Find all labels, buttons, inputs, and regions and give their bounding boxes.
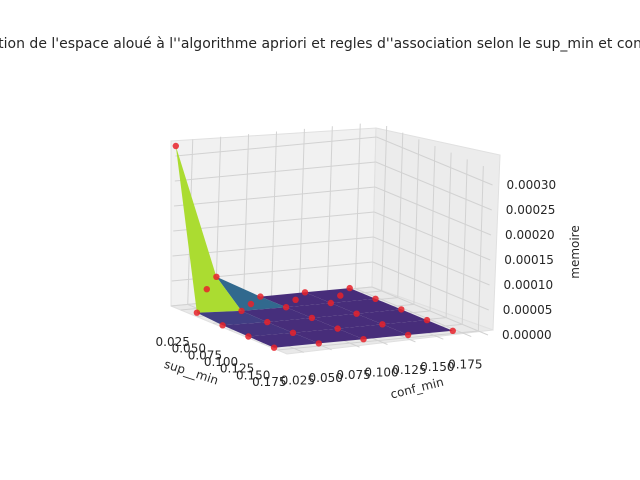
z-tick-label: 0.00000 <box>502 328 552 342</box>
x-tick-label: 0.125 <box>220 362 254 376</box>
grid-line-side-z <box>374 211 491 261</box>
grid-line-side-z <box>374 186 492 236</box>
grid-line-side-x <box>429 145 436 312</box>
data-point <box>334 325 341 332</box>
z-tick-label: 0.00030 <box>507 178 557 192</box>
z-tick-label: 0.00020 <box>505 228 555 242</box>
y-tick-label: 0.100 <box>364 366 398 380</box>
data-point <box>308 314 316 322</box>
data-point <box>372 295 379 302</box>
x-tick-label: 0.175 <box>252 375 286 389</box>
data-point <box>172 142 179 150</box>
data-point <box>360 336 367 343</box>
grid-line-wall-z <box>173 211 375 232</box>
data-point <box>264 318 271 326</box>
grid-line-wall-y <box>326 126 333 292</box>
data-point <box>245 333 252 340</box>
data-point <box>203 286 210 293</box>
surface-patch <box>222 322 293 337</box>
tick-labels: 0.0250.0500.0750.1000.1250.1500.1750.025… <box>156 178 557 389</box>
surface-patch <box>293 328 364 344</box>
data-point <box>301 289 309 296</box>
z-tick-label: 0.00010 <box>504 278 554 292</box>
grid-line-side-z <box>373 236 490 286</box>
data-point <box>379 321 386 328</box>
y-tick-label: 0.050 <box>309 371 343 385</box>
grid-line-side-x <box>461 159 468 325</box>
grid-line-side-z <box>376 136 493 186</box>
data-point <box>449 327 456 334</box>
x-tick-label: 0.025 <box>156 335 190 349</box>
y-tick-label: 0.025 <box>281 373 315 387</box>
grid-line-side-z <box>375 161 492 211</box>
data-points <box>172 142 456 351</box>
x-tick-label: 0.150 <box>236 368 270 382</box>
data-point <box>219 322 226 329</box>
y-tick-label: 0.175 <box>448 358 482 372</box>
grid-line-side-z <box>371 286 489 336</box>
chart-title: Evolution de l'espace aloué à l''algorit… <box>0 36 640 52</box>
y-tick-label: 0.125 <box>392 363 426 377</box>
data-point <box>289 329 297 336</box>
data-point <box>353 310 360 317</box>
data-point <box>213 273 220 280</box>
y-tick-label: 0.150 <box>420 360 454 374</box>
grid-line-side-x <box>397 132 404 298</box>
grid-line-wall-z <box>173 186 376 207</box>
x-tick-label: 0.100 <box>204 355 238 369</box>
data-point <box>327 299 334 307</box>
grid-line-wall-z <box>175 136 377 157</box>
grid-line-wall-y <box>271 131 277 297</box>
surface-patch <box>382 320 453 335</box>
surface-patch <box>175 146 242 313</box>
grid-line-side-x <box>445 152 452 318</box>
grid-line-wall-y <box>354 123 361 289</box>
data-point <box>398 306 405 313</box>
data-point <box>346 284 353 292</box>
data-point <box>292 296 299 303</box>
surface-patch <box>216 276 287 311</box>
surface <box>175 146 453 348</box>
grid-line-side-x <box>477 165 484 332</box>
surface-patch <box>356 309 427 325</box>
data-point <box>315 340 322 347</box>
data-point <box>238 307 245 315</box>
data-point <box>193 309 201 316</box>
x-tick-label: 0.075 <box>188 348 222 362</box>
surface-patch <box>248 332 319 348</box>
surface-patch <box>330 298 402 314</box>
surface-patch <box>286 303 357 318</box>
grid-line-side-x <box>381 125 388 292</box>
data-point <box>282 304 290 311</box>
surface-patch <box>241 307 312 323</box>
x-tick-label: 0.050 <box>172 342 206 356</box>
z-tick-label: 0.00005 <box>503 303 553 317</box>
data-point <box>337 292 344 299</box>
surface-patch <box>196 310 268 326</box>
data-point <box>270 344 278 351</box>
surface-patch <box>311 313 383 329</box>
data-point <box>404 331 412 339</box>
grid-line-wall-z <box>174 161 376 182</box>
z-tick-label: 0.00025 <box>506 203 556 217</box>
data-point <box>247 300 255 308</box>
data-point <box>423 316 431 324</box>
grid-line-side-z <box>372 261 489 311</box>
surface-patch <box>337 324 409 340</box>
grid-line-wall-y <box>298 128 305 294</box>
z-tick-label: 0.00015 <box>504 253 554 267</box>
grid-line-wall-y <box>243 134 250 300</box>
grid-line-side-x <box>413 139 420 305</box>
y-tick-label: 0.075 <box>336 368 370 382</box>
surface-patch <box>267 317 338 333</box>
z-axis-label: memoire <box>568 225 582 279</box>
data-point <box>257 293 264 300</box>
